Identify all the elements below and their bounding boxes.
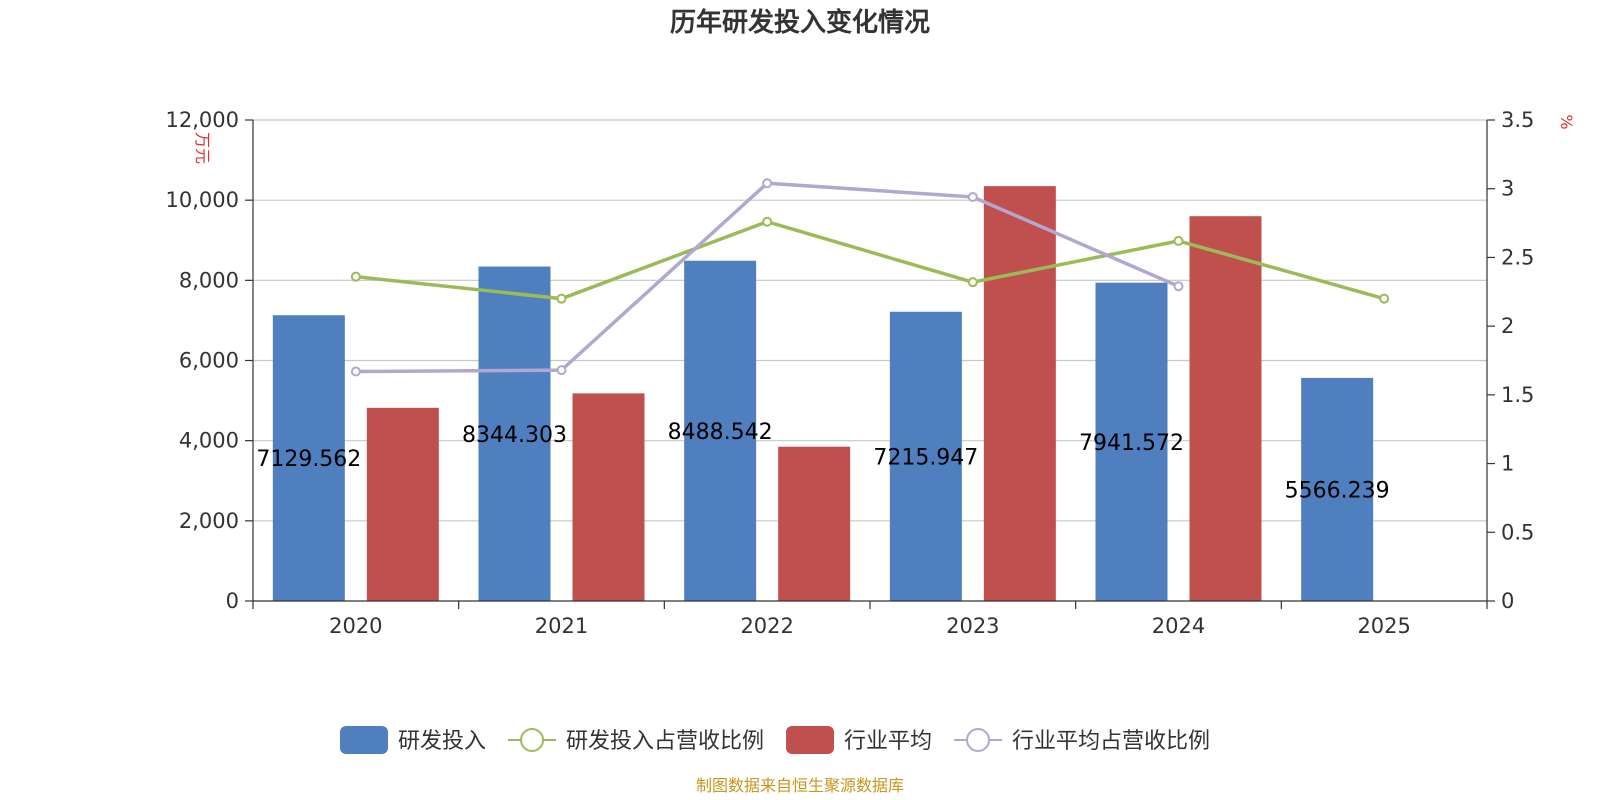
bar-2024-s1 bbox=[1189, 216, 1262, 601]
legend-label-1: 研发投入占营收比例 bbox=[566, 729, 764, 754]
bar-2022-s1 bbox=[778, 446, 851, 601]
data-labels-layer: 7129.562 8344.303 8488.542 7215.947 7941.572… bbox=[256, 420, 1389, 504]
bar-data-label: 7129.562 bbox=[256, 447, 361, 472]
bar-2020-s0 bbox=[272, 315, 345, 601]
bar-data-label: 5566.239 bbox=[1285, 478, 1390, 503]
bar-2021-s1 bbox=[572, 393, 645, 601]
x-axis-tick-label: 2023 bbox=[946, 614, 999, 638]
legend: 研发投入 研发投入占营收比例 行业平均 行业平均占营收比例 bbox=[340, 726, 1210, 754]
right-axis-tick-label: 0.5 bbox=[1501, 520, 1534, 544]
bar-2024-s0 bbox=[1095, 282, 1168, 601]
x-axis-tick-label: 2020 bbox=[329, 614, 382, 638]
bar-data-label: 7215.947 bbox=[873, 445, 978, 470]
bar-data-label: 7941.572 bbox=[1079, 431, 1184, 456]
line-point bbox=[762, 178, 773, 189]
left-axis-tick-label: 8,000 bbox=[179, 268, 239, 292]
line-point bbox=[350, 271, 361, 282]
right-axis-tick-label: 0 bbox=[1501, 589, 1514, 613]
line-point bbox=[1379, 293, 1390, 304]
legend-swatch-marker bbox=[520, 728, 545, 752]
source-note: 制图数据来自恒生聚源数据库 bbox=[696, 776, 904, 795]
bar-2020-s1 bbox=[366, 407, 439, 601]
x-axis-tick-label: 2024 bbox=[1152, 614, 1205, 638]
x-axis-tick-label: 2025 bbox=[1357, 614, 1410, 638]
line-point bbox=[762, 216, 773, 227]
left-axis-tick-label: 10,000 bbox=[166, 188, 239, 212]
bar-2025-s0 bbox=[1301, 377, 1374, 601]
right-axis-tick-label: 2 bbox=[1501, 314, 1514, 338]
right-axis-tick-label: 3 bbox=[1501, 177, 1514, 201]
right-axis-unit: % bbox=[1557, 114, 1576, 129]
bar-2022-s0 bbox=[684, 260, 757, 601]
line-point bbox=[967, 191, 978, 202]
right-axis-tick-label: 2.5 bbox=[1501, 245, 1534, 269]
legend-label-3: 行业平均占营收比例 bbox=[1012, 729, 1210, 754]
line-series-0 bbox=[355, 219, 1385, 301]
bar-data-label: 8344.303 bbox=[462, 423, 567, 448]
bar-data-label: 8488.542 bbox=[668, 420, 773, 445]
lines-layer bbox=[350, 178, 1390, 377]
legend-swatch-bar bbox=[786, 726, 835, 754]
right-axis-tick-label: 1.5 bbox=[1501, 383, 1534, 407]
right-axis-tick-label: 1 bbox=[1501, 452, 1514, 476]
left-axis-tick-label: 0 bbox=[226, 589, 239, 613]
chart-title: 历年研发投入变化情况 bbox=[670, 7, 930, 38]
line-point bbox=[967, 277, 978, 288]
legend-label-2: 行业平均 bbox=[844, 729, 932, 754]
grid-layer bbox=[253, 119, 1487, 522]
x-axis-tick-label: 2021 bbox=[535, 614, 588, 638]
bar-2023-s1 bbox=[983, 186, 1056, 601]
left-axis-tick-label: 6,000 bbox=[179, 349, 239, 373]
legend-swatch-bar bbox=[340, 726, 388, 754]
bars-layer bbox=[272, 186, 1374, 601]
left-axis-tick-label: 2,000 bbox=[179, 509, 239, 533]
legend-label-0: 研发投入 bbox=[398, 729, 486, 754]
left-axis-unit: 万元 bbox=[193, 132, 212, 164]
line-point bbox=[350, 366, 361, 377]
bar-2023-s0 bbox=[889, 311, 962, 601]
line-point bbox=[556, 365, 567, 376]
line-point bbox=[1173, 235, 1184, 246]
x-axis-tick-label: 2022 bbox=[740, 614, 793, 638]
bar-2021-s0 bbox=[478, 266, 551, 601]
right-axis-tick-label: 3.5 bbox=[1501, 108, 1534, 132]
left-axis-tick-label: 4,000 bbox=[179, 429, 239, 453]
line-point bbox=[1173, 281, 1184, 292]
axis-layer: 0 2,000 4,000 6,000 8,000 10,000 12,000 0 0.5 1 1.… bbox=[166, 108, 1576, 638]
line-point bbox=[556, 293, 567, 304]
legend-swatch-marker bbox=[966, 728, 991, 752]
left-axis-tick-label: 12,000 bbox=[166, 108, 239, 132]
